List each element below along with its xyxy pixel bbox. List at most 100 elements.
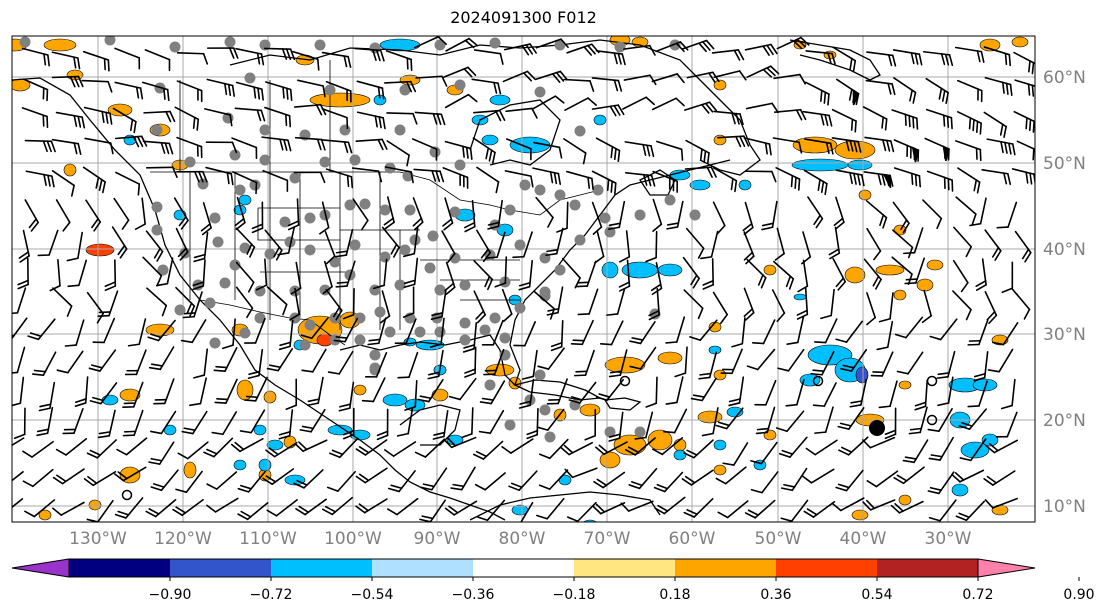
wind-barb	[893, 77, 917, 104]
wind-barb	[181, 410, 208, 435]
wind-barb	[652, 170, 679, 193]
wind-barb	[728, 376, 745, 407]
wind-barb	[563, 78, 595, 92]
wind-barb	[22, 440, 54, 458]
field-contour-positive	[697, 410, 723, 424]
wind-barb	[36, 406, 54, 437]
latitude-label: 10°N	[1043, 497, 1086, 517]
wind-barb	[476, 499, 506, 522]
wind-barb	[954, 46, 985, 63]
wind-barb	[987, 348, 1014, 373]
field-contour-negative	[258, 458, 272, 472]
wind-barb	[285, 378, 298, 411]
wind-barb	[293, 171, 326, 184]
wind-barb	[835, 169, 865, 187]
wind-barb	[956, 79, 983, 103]
wind-barb	[206, 497, 239, 513]
wind-barb	[746, 258, 767, 289]
wind-barb	[955, 196, 977, 226]
station-marker	[314, 39, 326, 51]
wind-barb	[145, 498, 177, 518]
wind-barb	[536, 408, 565, 431]
wind-barb	[785, 378, 805, 407]
wind-barb	[321, 108, 349, 130]
wind-barb	[810, 350, 835, 376]
wind-barb	[127, 318, 147, 347]
wind-barb	[936, 350, 956, 379]
station-marker	[209, 212, 221, 224]
wind-barb	[577, 288, 599, 316]
wind-barb	[563, 138, 587, 165]
field-contour-positive	[579, 403, 601, 417]
station-marker	[449, 206, 461, 218]
wind-barb	[536, 497, 565, 520]
wind-barb	[278, 409, 294, 440]
wind-barb	[866, 292, 876, 326]
wind-barb	[414, 438, 446, 458]
wind-barb	[820, 288, 835, 320]
wind-barb	[893, 167, 922, 188]
wind-barb	[55, 438, 88, 456]
wind-barb	[778, 436, 808, 458]
wind-barb	[986, 138, 1016, 156]
wind-barb	[176, 80, 203, 103]
wind-barb	[37, 229, 59, 257]
wind-barb	[595, 378, 624, 401]
wind-barb	[49, 259, 61, 292]
wind-barb	[973, 351, 989, 382]
station-marker	[429, 146, 441, 158]
wind-barb	[56, 350, 84, 374]
wind-barb	[684, 166, 717, 178]
wind-barb	[261, 136, 292, 152]
station-marker	[19, 36, 31, 48]
field-contour-negative	[382, 393, 408, 407]
wind-barb	[865, 200, 888, 229]
station-marker	[394, 279, 406, 291]
station-marker	[259, 154, 271, 166]
wind-barb	[608, 411, 624, 442]
wind-barb	[535, 196, 554, 228]
wind-barb	[396, 407, 414, 437]
wind-barb	[145, 166, 178, 179]
wind-barb	[38, 381, 56, 412]
wind-barb	[744, 499, 776, 519]
wind-barb	[715, 407, 744, 430]
wind-barb	[863, 171, 894, 189]
wind-barb	[620, 500, 654, 512]
wind-barb	[472, 440, 504, 460]
wind-barb	[51, 138, 82, 155]
wind-barb	[441, 230, 456, 263]
wind-barb	[967, 319, 989, 346]
wind-barb	[325, 168, 354, 189]
field-contour-negative	[708, 345, 722, 355]
wind-barb	[86, 291, 104, 324]
wind-barb	[13, 407, 26, 440]
wind-barb	[31, 351, 57, 376]
field-contour-positive	[713, 134, 727, 146]
field-contour-positive	[851, 509, 869, 521]
wind-barb	[97, 409, 116, 439]
wind-barb	[624, 437, 656, 456]
field-contour-negative	[713, 439, 727, 451]
wind-barb	[403, 257, 419, 289]
station-marker	[279, 216, 291, 228]
wind-barb	[682, 256, 700, 289]
wind-barb	[992, 322, 1019, 346]
wind-barb	[355, 498, 388, 514]
field-contour-negative	[972, 378, 998, 392]
wind-barb	[908, 406, 928, 435]
colorbar-tick-label: 0.72	[962, 587, 993, 603]
colorbar-tick-label: −0.18	[553, 587, 596, 603]
wind-barb	[837, 407, 865, 430]
station-marker	[514, 302, 526, 314]
wind-barb	[969, 197, 987, 227]
colorbar-tick-label: 0.18	[659, 587, 690, 603]
north-america-coast	[12, 77, 506, 521]
wind-barb	[503, 43, 537, 56]
wind-barb	[864, 136, 895, 153]
station-marker	[634, 209, 646, 221]
wind-barb	[1011, 288, 1031, 320]
wind-barb	[902, 439, 929, 464]
wind-barb	[591, 170, 617, 195]
wind-barb	[172, 498, 204, 517]
